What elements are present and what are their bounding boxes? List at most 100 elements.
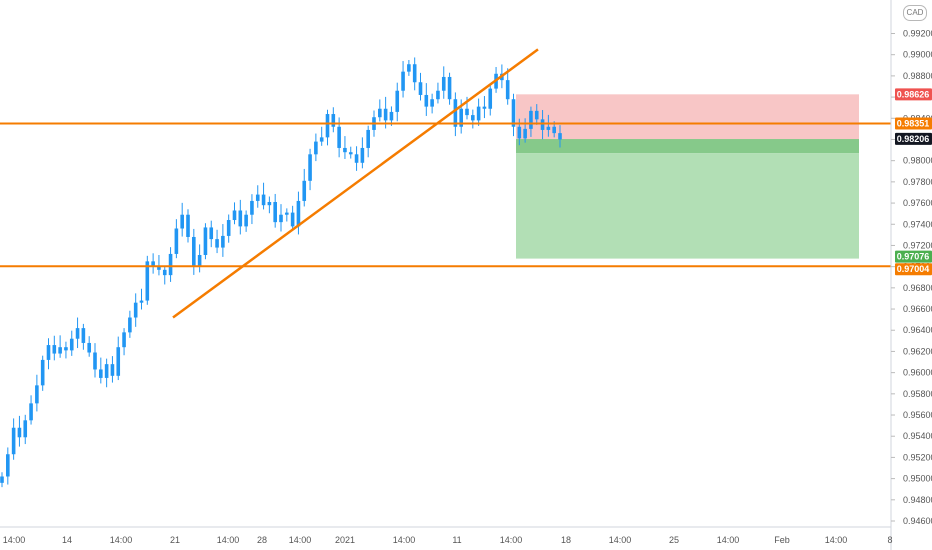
candle-body	[441, 76, 446, 91]
time-tick-label: 21	[170, 535, 180, 545]
stop-price-tag	[895, 88, 932, 101]
candle-body	[319, 137, 324, 142]
candle-body	[116, 347, 121, 376]
candle-body	[128, 317, 132, 333]
candle-body	[273, 202, 277, 223]
time-tick-label: 14:00	[110, 535, 133, 545]
candle-body	[279, 214, 283, 223]
candle-body	[546, 126, 551, 130]
candle-body	[302, 180, 307, 201]
candle-body	[436, 90, 440, 100]
candle-body	[151, 261, 155, 266]
time-tick-label: 14:00	[393, 535, 416, 545]
time-tick-label: 14:00	[500, 535, 523, 545]
price-tick-label: 0.94600	[903, 516, 932, 526]
candle-body	[401, 71, 405, 91]
candle-body	[93, 352, 97, 370]
candle-body	[250, 200, 254, 215]
candle-body	[64, 347, 68, 351]
time-tick-label: 2021	[335, 535, 355, 545]
candle-body	[133, 302, 138, 318]
support-price-label: 0.97004	[897, 264, 930, 274]
time-tick-label: Feb	[774, 535, 790, 545]
candle-body	[180, 214, 184, 229]
currency-badge[interactable]: CAD	[903, 5, 927, 21]
price-tags: 0.98626 0.98351 0.98206 0.97076 0.97004	[895, 88, 932, 276]
candle-body	[360, 147, 365, 163]
candle-body	[244, 214, 248, 227]
last-price-label: 0.98206	[897, 134, 930, 144]
candle-body	[366, 129, 370, 148]
candle-body	[558, 133, 562, 140]
candle-body	[412, 64, 417, 83]
candle-body	[87, 342, 91, 353]
candle-body	[424, 94, 429, 107]
candle-body	[104, 364, 109, 378]
candle-body	[511, 99, 516, 127]
candle-body	[407, 64, 411, 72]
time-tick-label: 14:00	[825, 535, 848, 545]
candle-body	[418, 82, 423, 95]
candle-body	[99, 369, 103, 378]
uptrend-line	[172, 48, 539, 319]
candle-body	[238, 210, 243, 227]
candle-body	[389, 111, 394, 121]
candle-body	[186, 214, 190, 237]
candle-body	[168, 253, 173, 276]
time-tick-label: 11	[452, 535, 461, 545]
candle-body	[261, 194, 266, 206]
candle-body	[122, 332, 126, 348]
candle-body	[75, 328, 80, 339]
entry-price-label: 0.98351	[897, 118, 930, 128]
candle-body	[69, 338, 74, 351]
candle-body	[308, 154, 312, 181]
time-tick-label: 28	[257, 535, 267, 545]
candle-body	[110, 364, 115, 376]
time-tick-label: 14:00	[217, 535, 240, 545]
drawn-lines[interactable]	[0, 48, 891, 319]
candle-body	[17, 427, 22, 438]
candle-body	[221, 235, 225, 248]
candle-body	[331, 114, 336, 127]
candle-body	[337, 126, 341, 148]
entry-price-tag	[895, 117, 932, 130]
time-tick-label: 14:00	[717, 535, 740, 545]
candle-body	[46, 345, 51, 360]
candle-body	[0, 476, 4, 483]
candle-body	[285, 212, 289, 215]
candle-body	[226, 220, 231, 236]
last-price-tag	[895, 132, 932, 145]
candle-body	[232, 210, 237, 221]
candle-body	[378, 108, 382, 118]
candle-body	[482, 106, 487, 109]
candle-body	[325, 114, 330, 138]
candle-body	[505, 80, 510, 100]
candle-body	[192, 236, 196, 266]
candlestick-series	[0, 57, 562, 488]
time-axis[interactable]: 14:00 14 14:00 21 14:00 28 14:00 2021 14:00 11 14:…	[0, 526, 893, 545]
candle-body	[453, 99, 458, 127]
candle-body	[343, 147, 347, 153]
candle-body	[58, 347, 62, 354]
time-tick-label: 14:00	[289, 535, 312, 545]
candle-body	[471, 115, 475, 121]
candle-body	[523, 128, 527, 139]
time-tick-label: 18	[561, 535, 571, 545]
candle-body	[488, 88, 493, 109]
candle-body	[6, 454, 10, 477]
candle-body	[529, 110, 533, 129]
time-tick-label: 25	[669, 535, 679, 545]
time-tick-label: 14:00	[609, 535, 632, 545]
candle-body	[203, 227, 208, 255]
candle-body	[209, 227, 214, 240]
time-tick-label: 14:00	[3, 535, 26, 545]
